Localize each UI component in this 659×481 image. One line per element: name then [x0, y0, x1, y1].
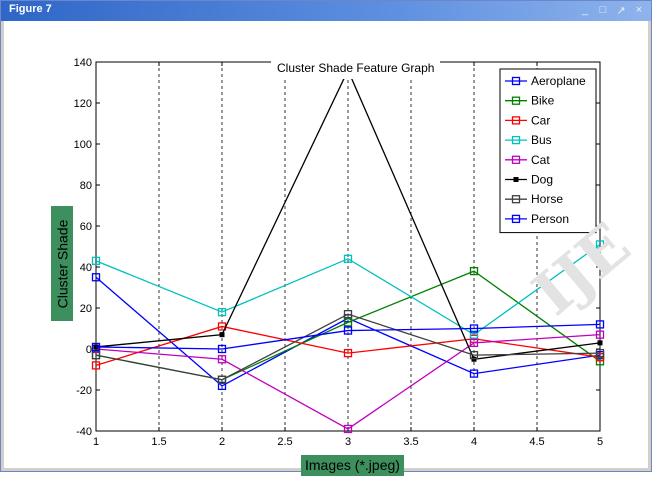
data-point [469, 324, 479, 333]
y-axis-label-box: Cluster Shade [51, 206, 73, 321]
y-tick-label: 120 [74, 98, 92, 110]
x-tick-label: 3.5 [403, 436, 418, 448]
undock-icon[interactable]: ↗ [616, 4, 626, 17]
data-point [343, 318, 353, 327]
legend-marker [511, 155, 521, 164]
data-point [91, 350, 101, 360]
legend-label: Person [531, 212, 569, 226]
data-point [469, 369, 479, 378]
legend-marker [511, 195, 521, 204]
y-tick-label: -20 [76, 385, 92, 397]
x-tick-label: 1.5 [151, 436, 166, 448]
legend-marker [511, 214, 521, 224]
x-tick-label: 3 [345, 436, 351, 448]
legend-label: Aeroplane [531, 74, 586, 88]
data-point [469, 338, 479, 348]
y-tick-label: 40 [80, 262, 92, 274]
y-tick-label: 60 [80, 221, 92, 233]
data-point [217, 375, 227, 384]
figure-window: Figure 7 _ □ ↗ × 1 1.5 2 2.5 3 3.5 4 4.5 5 -40 -20… [0, 0, 652, 476]
data-point [595, 348, 605, 358]
legend-label: Bus [531, 133, 552, 147]
y-axis-label: Cluster Shade [54, 219, 70, 308]
legend-box [499, 68, 597, 234]
y-tick-label: 0 [86, 344, 92, 356]
data-point [469, 330, 479, 339]
legend-label: Car [531, 113, 550, 127]
window-controls: _ □ ↗ × [579, 2, 645, 18]
y-tick-label: 20 [80, 303, 92, 315]
data-point [343, 348, 353, 358]
x-tick-label: 4.5 [529, 436, 544, 448]
data-point [217, 381, 227, 391]
series-line-horse [95, 313, 601, 381]
x-tick-label: 1 [93, 436, 99, 448]
close-icon[interactable]: × [635, 4, 643, 16]
data-point [219, 332, 225, 338]
data-point [343, 326, 353, 335]
data-point [469, 350, 479, 360]
legend-label: Horse [531, 192, 563, 206]
data-point [343, 309, 353, 319]
data-point [91, 342, 101, 352]
x-axis-label: Images (*.jpeg) [301, 455, 404, 476]
y-tick-label: 140 [74, 57, 92, 69]
figure-canvas: 1 1.5 2 2.5 3 3.5 4 4.5 5 -40 -20 0 20 40 60 80 100 120 14… [4, 21, 648, 476]
data-point [343, 424, 353, 434]
data-point [217, 307, 227, 317]
y-tick-label: -40 [76, 426, 92, 438]
legend-label: Bike [531, 94, 555, 108]
data-point [217, 344, 227, 354]
legend-marker [511, 135, 521, 145]
x-tick-label: 5 [597, 436, 603, 448]
chart-title: Cluster Shade Feature Graph [271, 57, 441, 79]
data-point [343, 254, 353, 263]
title-bar[interactable]: Figure 7 _ □ ↗ × [1, 1, 651, 21]
series-line-cat [95, 334, 601, 430]
series-line-bus [95, 243, 601, 336]
data-point [217, 355, 227, 364]
data-point [597, 340, 603, 346]
data-point [595, 330, 605, 339]
minimize-icon[interactable]: _ [581, 4, 589, 16]
series-line-person [95, 323, 601, 350]
legend-marker [511, 116, 521, 125]
window-title: Figure 7 [9, 3, 52, 15]
y-tick-label: 80 [80, 180, 92, 192]
x-tick-label: 2 [219, 436, 225, 448]
x-tick-label: 2.5 [277, 436, 292, 448]
data-point [91, 361, 101, 370]
data-point [91, 256, 101, 266]
legend-marker [511, 96, 521, 105]
maximize-icon[interactable]: □ [599, 4, 607, 16]
x-tick-label: 4 [471, 436, 477, 448]
data-point [469, 266, 479, 276]
legend-marker [511, 76, 521, 86]
legend-marker [513, 177, 519, 182]
series-line-car [95, 325, 601, 367]
data-point [91, 273, 101, 282]
legend-label: Cat [531, 153, 550, 167]
data-point [595, 240, 605, 249]
line-chart: 1 1.5 2 2.5 3 3.5 4 4.5 5 -40 -20 0 20 40 60 80 100 120 14… [74, 57, 605, 448]
legend-label: Dog [531, 173, 553, 187]
data-point [595, 320, 605, 329]
y-tick-label: 100 [74, 139, 92, 151]
